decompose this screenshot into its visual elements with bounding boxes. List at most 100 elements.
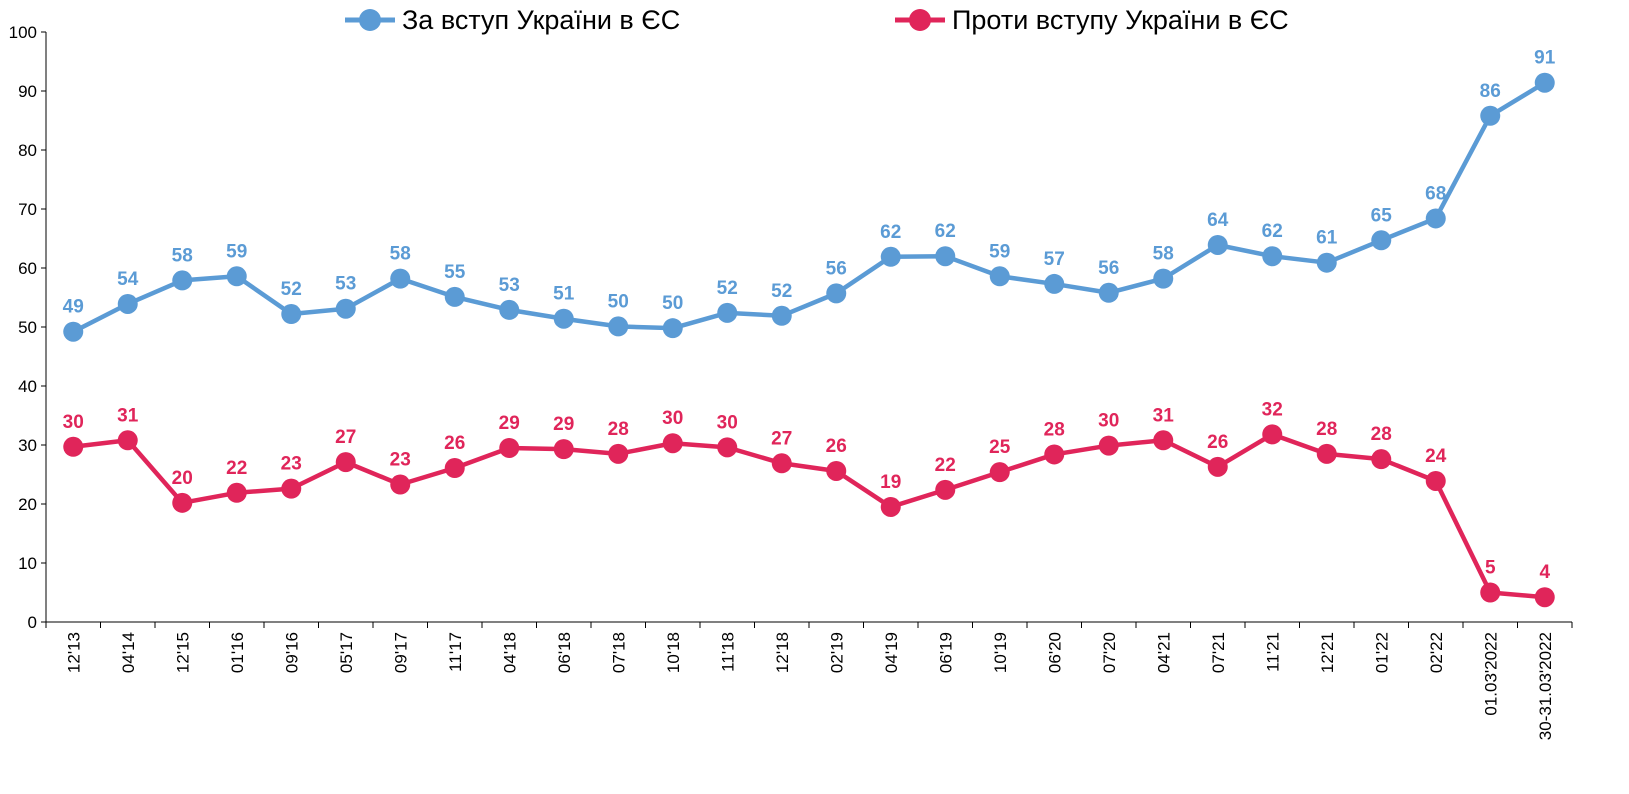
legend: За вступ України в ЄС Проти вступу Украї… <box>345 5 1289 35</box>
x-tick-label: 07'20 <box>1100 632 1119 673</box>
data-label: 58 <box>1153 244 1174 265</box>
data-label: 50 <box>608 291 629 312</box>
legend-item-series-0: За вступ України в ЄС <box>345 5 680 35</box>
data-label: 31 <box>1153 405 1175 426</box>
data-point <box>1480 582 1501 603</box>
data-label: 32 <box>1262 399 1283 420</box>
x-tick-label: 01.03'2022 <box>1481 632 1500 716</box>
x-tick-label: 12'13 <box>64 632 83 673</box>
x-tick-label: 04'14 <box>119 632 138 673</box>
legend-marker-series-0 <box>359 9 381 31</box>
x-tick-label: 02'19 <box>827 632 846 673</box>
data-label: 55 <box>444 262 466 283</box>
series-1: 30 31 20 22 23 27 23 26 29 29 28 30 30 27 26 19 22 25 28 30… <box>63 399 1555 608</box>
data-label: 86 <box>1480 81 1501 102</box>
data-label: 68 <box>1425 183 1446 204</box>
data-label: 23 <box>390 450 411 471</box>
data-label: 26 <box>444 433 465 454</box>
data-label: 26 <box>1207 432 1228 453</box>
data-point <box>1371 230 1392 251</box>
data-label: 20 <box>172 468 193 489</box>
data-point <box>880 246 901 267</box>
x-tick-label: 11'17 <box>446 632 465 672</box>
x-tick-label: 10'19 <box>991 632 1010 673</box>
data-label: 52 <box>281 279 302 300</box>
data-point <box>499 299 520 320</box>
data-point <box>281 304 302 325</box>
data-point <box>499 437 520 458</box>
data-label: 62 <box>1262 221 1283 242</box>
data-point <box>1044 444 1065 465</box>
y-tick-label: 80 <box>18 141 37 160</box>
data-point <box>1534 72 1555 93</box>
x-tick-label: 06'18 <box>555 632 574 673</box>
data-point <box>1262 424 1283 445</box>
y-tick-label: 40 <box>18 377 37 396</box>
x-tick-label: 09'16 <box>282 632 301 673</box>
x-tick-label: 04'21 <box>1154 632 1173 673</box>
series-line-1 <box>72 432 1545 600</box>
data-point <box>989 462 1010 483</box>
data-label: 65 <box>1371 205 1393 226</box>
data-label: 62 <box>935 221 956 242</box>
data-label: 30 <box>717 412 738 433</box>
y-tick-label: 50 <box>18 318 37 337</box>
data-label: 64 <box>1207 210 1229 231</box>
data-label: 61 <box>1316 228 1338 249</box>
data-label: 25 <box>989 437 1011 458</box>
data-label: 57 <box>1044 249 1065 270</box>
data-point <box>1098 435 1119 456</box>
x-tick-label: 05'17 <box>337 632 356 673</box>
x-tick-label: 04'18 <box>500 632 519 673</box>
data-label: 53 <box>499 275 520 296</box>
data-point <box>226 266 247 287</box>
x-tick-label: 01'16 <box>228 632 247 673</box>
data-point <box>390 268 411 289</box>
data-point <box>172 492 193 513</box>
data-point <box>717 437 738 458</box>
data-label: 30 <box>63 412 84 433</box>
data-label: 56 <box>1098 258 1119 279</box>
x-tick-label: 01'22 <box>1372 632 1391 673</box>
data-point <box>226 482 247 503</box>
y-tick-label: 60 <box>18 259 37 278</box>
data-label: 22 <box>226 458 247 479</box>
x-tick-label: 30-31.03'2022 <box>1536 632 1555 740</box>
data-point <box>390 474 411 495</box>
data-label: 23 <box>281 454 302 475</box>
data-label: 29 <box>553 414 574 435</box>
data-point <box>608 443 629 464</box>
data-point <box>935 246 956 267</box>
data-label: 27 <box>771 428 792 449</box>
data-point <box>117 293 138 314</box>
data-label: 56 <box>826 258 847 279</box>
data-point <box>989 266 1010 287</box>
data-point <box>1207 456 1228 477</box>
data-point <box>1371 449 1392 470</box>
data-point <box>1153 430 1174 451</box>
data-point <box>1098 282 1119 303</box>
data-label: 59 <box>226 241 247 262</box>
data-label: 59 <box>989 241 1010 262</box>
legend-item-series-1: Проти вступу України в ЄС <box>895 5 1289 35</box>
x-tick-label: 06'20 <box>1045 632 1064 673</box>
data-label: 30 <box>662 408 683 429</box>
x-tick-label: 07'18 <box>609 632 628 673</box>
data-point <box>935 479 956 500</box>
data-label: 29 <box>499 413 520 434</box>
data-label: 24 <box>1425 446 1447 467</box>
data-label: 5 <box>1485 558 1496 579</box>
data-point <box>1153 268 1174 289</box>
data-point <box>281 478 302 499</box>
data-label: 58 <box>172 245 193 266</box>
data-point <box>444 286 465 307</box>
legend-label-series-1: Проти вступу України в ЄС <box>952 5 1289 35</box>
data-point <box>444 458 465 479</box>
data-label: 28 <box>1044 419 1065 440</box>
data-label: 52 <box>717 278 738 299</box>
data-point <box>335 452 356 473</box>
data-label: 31 <box>117 405 139 426</box>
data-point <box>1425 208 1446 229</box>
data-point <box>608 316 629 337</box>
